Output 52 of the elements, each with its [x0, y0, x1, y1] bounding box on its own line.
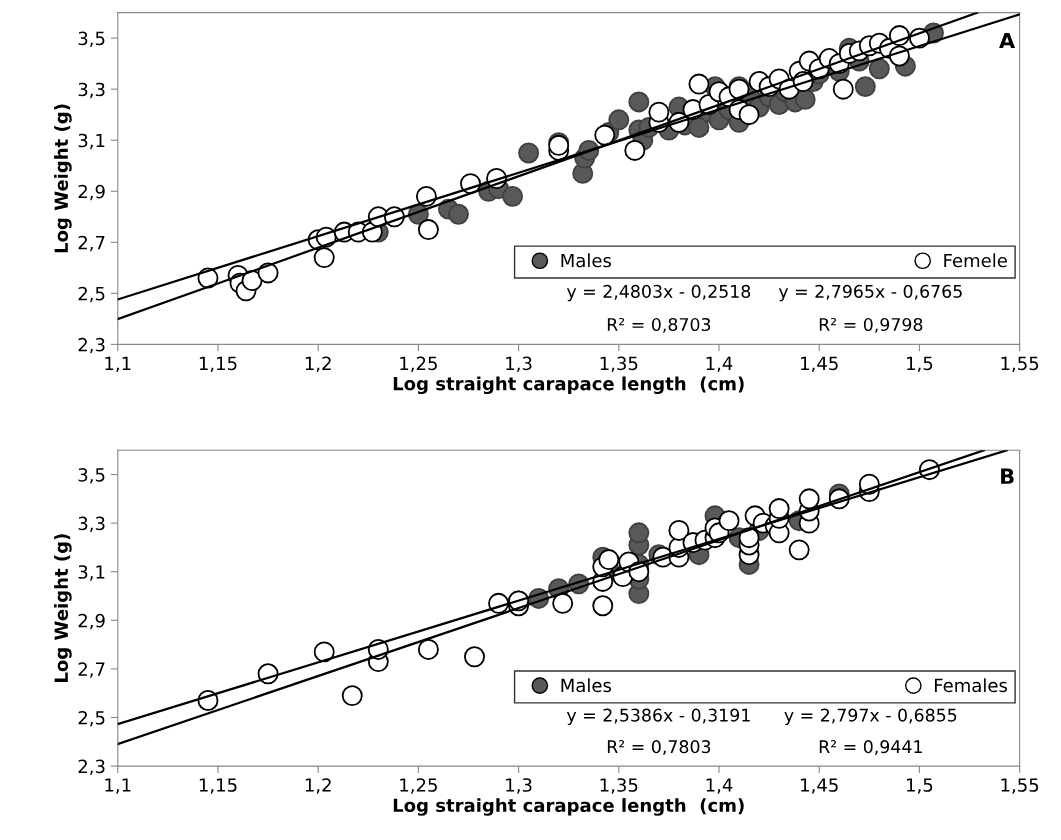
y-tick-label: 2,7	[78, 662, 105, 678]
annotation: y = 2,7965x - 0,6765	[778, 284, 962, 302]
annotation: R² = 0,8703	[607, 317, 711, 333]
y-tick-label: 3,1	[78, 565, 105, 581]
x-tick-label: 1,35	[600, 356, 638, 373]
y-tick-label: 2,9	[78, 613, 105, 630]
x-tick-label: 1,3	[506, 778, 532, 794]
x-tick-label: 1,15	[199, 778, 237, 794]
x-tick-label: 1,35	[600, 778, 638, 794]
x-tick-label: 1,15	[199, 356, 237, 373]
x-tick-label: 1,45	[801, 356, 838, 373]
x-tick-label: 1,4	[706, 356, 733, 373]
x-tick-label: 1,4	[706, 778, 733, 794]
x-tick-label: 1,5	[907, 778, 933, 794]
annotation: y = 2,4803x - 0,2518	[566, 284, 751, 302]
y-axis-title: Log Weight (g)	[54, 104, 72, 253]
y-axis-title: Log Weight (g)	[54, 534, 72, 682]
x-tick-label: 1,5	[907, 356, 933, 373]
legend-label: Males	[561, 678, 612, 693]
annotation: B	[1001, 468, 1014, 484]
y-tick-label: 2,5	[78, 710, 105, 727]
x-tick-label: 1,1	[105, 778, 131, 794]
annotation: R² = 0,7803	[607, 740, 711, 756]
y-tick-label: 2,3	[78, 337, 105, 354]
y-tick-label: 3,3	[78, 516, 105, 533]
annotation: A	[999, 32, 1016, 49]
legend-label: Females	[934, 678, 1008, 693]
y-tick-label: 3,5	[78, 467, 105, 484]
x-tick-label: 1,55	[1001, 778, 1039, 794]
x-tick-label: 1,45	[801, 778, 838, 794]
annotation: y = 2,5386x - 0,3191	[566, 708, 750, 726]
y-tick-label: 2,3	[78, 759, 105, 776]
y-tick-label: 2,7	[78, 235, 105, 252]
annotation: R² = 0,9441	[819, 740, 922, 756]
y-tick-label: 2,5	[78, 286, 105, 303]
x-axis-title: Log straight carapace length (cm)	[393, 376, 744, 395]
x-tick-label: 1,1	[105, 356, 131, 373]
y-tick-label: 3,5	[78, 31, 105, 48]
legend-label: Males	[561, 253, 612, 268]
x-tick-label: 1,2	[305, 356, 331, 373]
x-tick-label: 1,25	[400, 356, 437, 373]
annotation: R² = 0,9798	[819, 317, 923, 333]
x-tick-label: 1,55	[1001, 356, 1039, 373]
x-tick-label: 1,25	[400, 778, 437, 794]
legend-label: Femele	[944, 253, 1007, 268]
x-tick-label: 1,3	[506, 356, 532, 373]
annotation: y = 2,797x - 0,6855	[784, 708, 957, 726]
y-tick-label: 3,1	[78, 133, 105, 150]
y-tick-label: 3,3	[78, 82, 105, 99]
x-tick-label: 1,2	[305, 778, 331, 794]
y-tick-label: 2,9	[78, 184, 105, 201]
x-axis-title: Log straight carapace length (cm)	[393, 798, 744, 816]
